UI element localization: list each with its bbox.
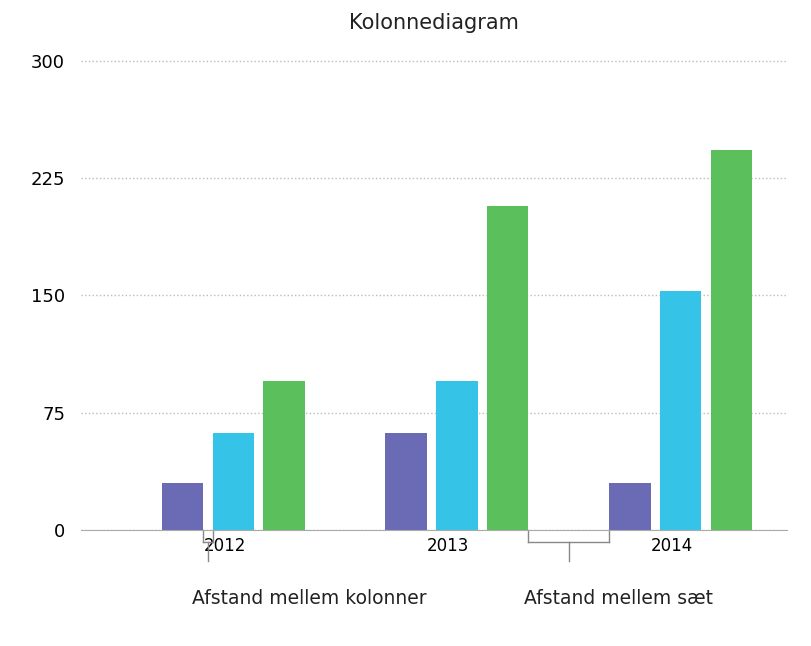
Bar — [162, 483, 204, 530]
Title: Kolonnediagram: Kolonnediagram — [349, 12, 519, 32]
Bar — [487, 206, 529, 530]
Text: Afstand mellem kolonner: Afstand mellem kolonner — [191, 589, 427, 608]
Bar — [660, 291, 702, 530]
Bar — [436, 381, 478, 530]
Bar — [385, 433, 427, 530]
Bar — [212, 433, 254, 530]
Bar — [264, 381, 305, 530]
Bar — [609, 483, 650, 530]
Text: Afstand mellem sæt: Afstand mellem sæt — [524, 589, 713, 608]
Bar — [710, 150, 752, 530]
